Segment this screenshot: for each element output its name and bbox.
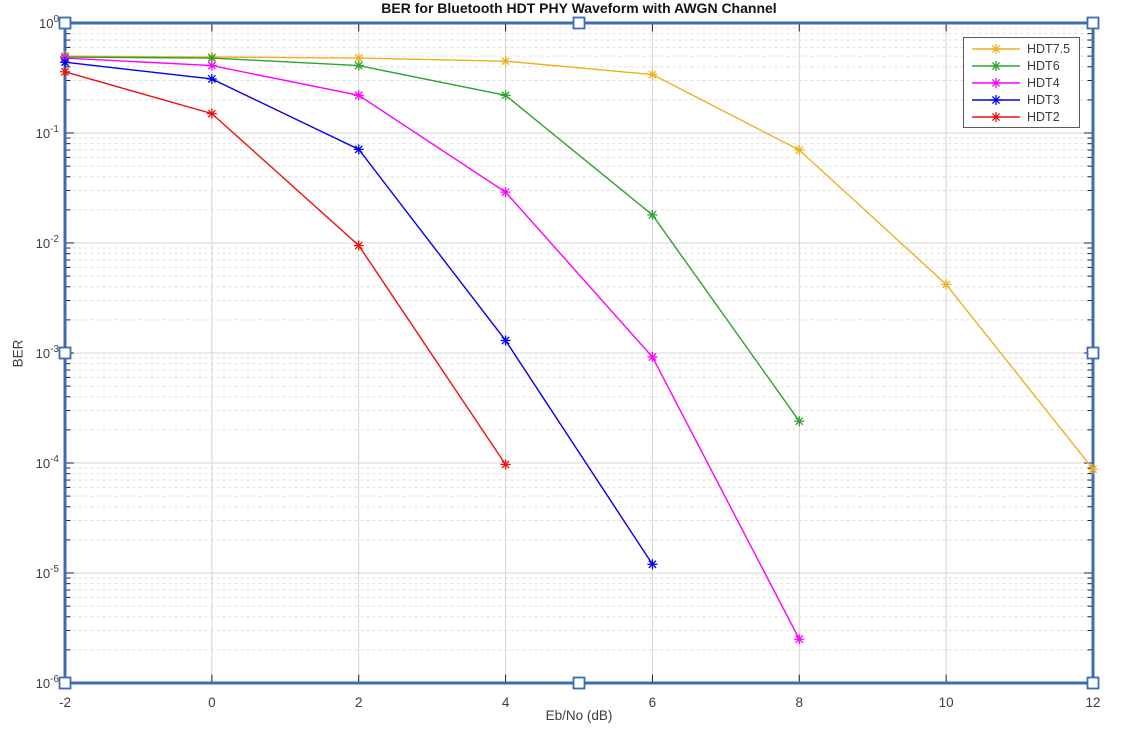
svg-text:10-4: 10-4 [36, 454, 60, 471]
series-HDT3[interactable] [60, 57, 658, 570]
y-axis-label: BER [10, 339, 26, 368]
data-point-marker [353, 60, 364, 71]
data-point-marker [647, 351, 658, 362]
data-point-marker [353, 144, 364, 155]
legend-line-sample [972, 111, 1020, 122]
data-point-marker [353, 240, 364, 251]
major-gridlines [66, 24, 1092, 682]
legend-label: HDT7.5 [1027, 41, 1071, 56]
legend-item-HDT2[interactable]: HDT2 [970, 109, 1079, 125]
data-point-marker [353, 53, 364, 64]
x-tick-labels: -2 0 2 4 6 8 10 12 [59, 695, 1101, 710]
series-HDT4[interactable] [60, 53, 805, 645]
svg-text:4: 4 [502, 695, 510, 710]
legend-item-HDT6[interactable]: HDT6 [970, 58, 1079, 74]
svg-text:10-2: 10-2 [36, 234, 60, 251]
selection-handle[interactable] [58, 346, 72, 360]
data-point-marker [941, 279, 952, 290]
legend-item-HDT7.5[interactable]: HDT7.5 [970, 41, 1079, 57]
selection-handles[interactable] [58, 16, 1100, 690]
legend-label: HDT6 [1027, 58, 1060, 73]
data-point-marker [60, 57, 70, 68]
x-axis-label: Eb/No (dB) [545, 708, 613, 723]
data-point-marker [647, 209, 658, 220]
legend-line-sample [972, 77, 1020, 88]
legend-line-sample [972, 94, 1020, 105]
data-point-marker [206, 73, 217, 84]
y-tick-labels: 100 10-1 10-2 10-3 10-4 10-5 10-6 [36, 14, 60, 691]
selection-handle[interactable] [572, 676, 586, 690]
legend-label: HDT2 [1027, 109, 1060, 124]
tick-marks [66, 24, 1092, 682]
chart-title: BER for Bluetooth HDT PHY Waveform with … [381, 0, 777, 16]
legend-label: HDT3 [1027, 92, 1060, 107]
data-point-marker [206, 60, 217, 71]
selection-handle[interactable] [1086, 16, 1100, 30]
svg-text:10-5: 10-5 [36, 564, 60, 581]
legend-item-HDT3[interactable]: HDT3 [970, 92, 1079, 108]
legend-label: HDT4 [1027, 75, 1060, 90]
data-point-marker [647, 69, 658, 80]
data-point-marker [794, 634, 805, 645]
data-point-marker [794, 416, 805, 427]
svg-text:6: 6 [649, 695, 657, 710]
data-point-marker [500, 90, 511, 101]
legend-line-sample [972, 43, 1020, 54]
svg-text:10-6: 10-6 [36, 674, 60, 691]
svg-text:10: 10 [939, 695, 954, 710]
legend-line-sample [972, 60, 1020, 71]
data-point-marker [500, 459, 511, 470]
series-HDT2[interactable] [60, 66, 511, 470]
data-point-marker [500, 56, 511, 67]
data-point-marker [794, 145, 805, 156]
svg-text:0: 0 [208, 695, 216, 710]
svg-text:12: 12 [1085, 695, 1100, 710]
data-point-marker [647, 559, 658, 570]
data-point-marker [500, 335, 511, 346]
legend[interactable]: HDT7.5 HDT6 HDT4 HDT3 HDT2 [963, 37, 1080, 128]
svg-text:10-3: 10-3 [36, 344, 60, 361]
minor-gridlines [66, 27, 1092, 651]
data-point-marker [353, 90, 364, 101]
svg-text:10-1: 10-1 [36, 124, 60, 141]
svg-text:100: 100 [39, 14, 59, 31]
svg-text:-2: -2 [59, 695, 71, 710]
selection-handle[interactable] [58, 16, 72, 30]
selection-handle[interactable] [1086, 346, 1100, 360]
legend-item-HDT4[interactable]: HDT4 [970, 75, 1079, 91]
data-point-marker [60, 66, 70, 77]
data-point-marker [1088, 464, 1098, 475]
data-point-marker [500, 187, 511, 198]
selection-handle[interactable] [572, 16, 586, 30]
data-point-marker [206, 108, 217, 119]
svg-text:8: 8 [796, 695, 804, 710]
selection-handle[interactable] [1086, 676, 1100, 690]
svg-text:2: 2 [355, 695, 363, 710]
selection-handle[interactable] [58, 676, 72, 690]
